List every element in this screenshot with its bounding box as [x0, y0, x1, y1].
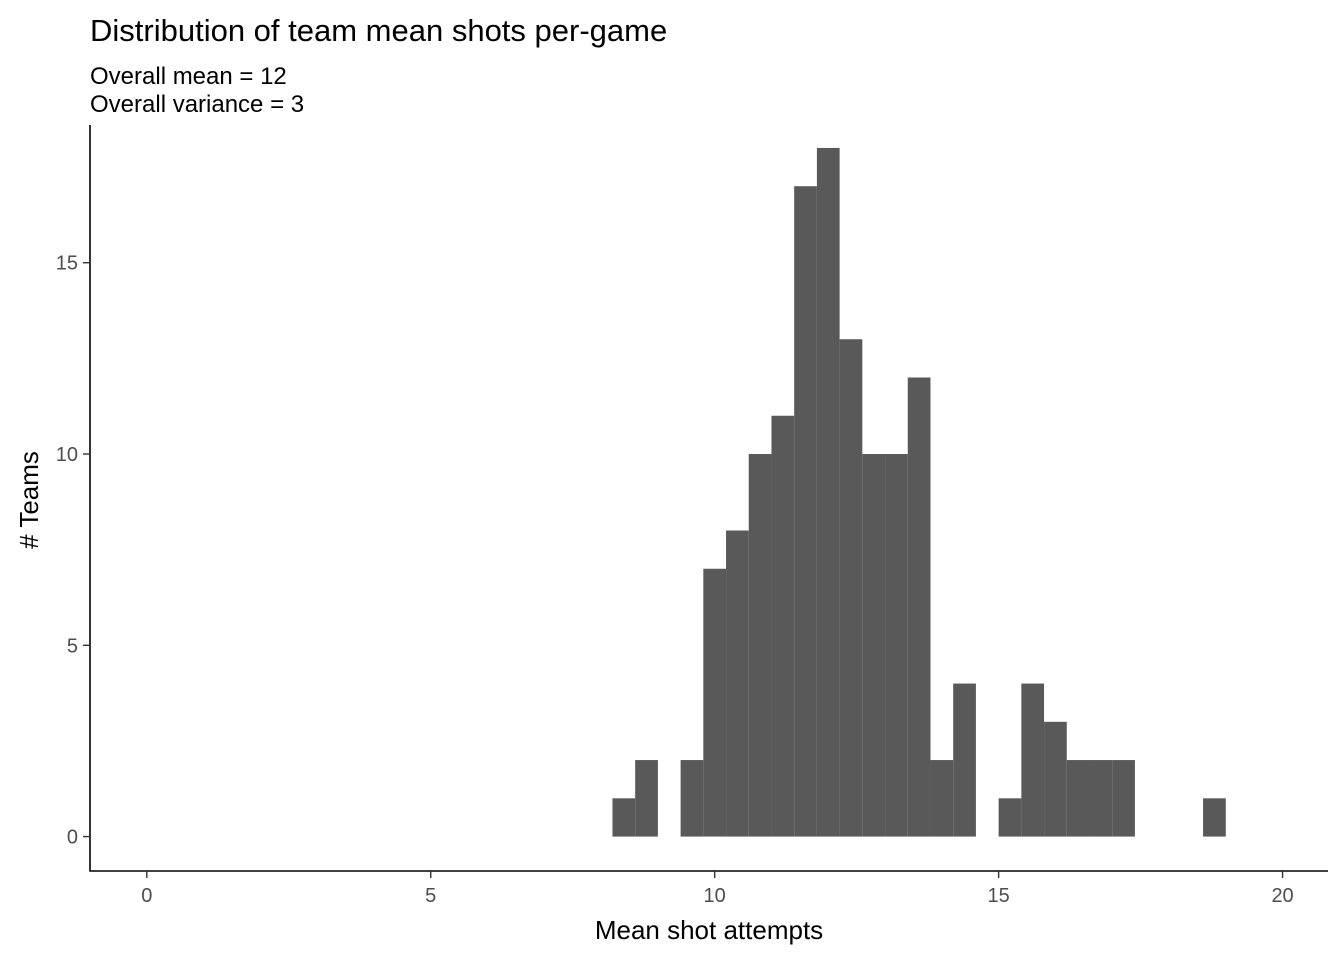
- histogram-bar: [953, 683, 976, 837]
- axes: [89, 125, 1328, 872]
- histogram-bar: [1203, 798, 1226, 837]
- histogram-bar: [1044, 721, 1067, 837]
- y-axis-title: # Teams: [14, 451, 44, 549]
- y-tick-label: 15: [56, 253, 78, 275]
- histogram-bar: [816, 147, 840, 837]
- histogram-bar: [635, 760, 658, 837]
- x-axis-ticks: 0 5 10 15 20: [141, 871, 1294, 907]
- subtitle-mean: Overall mean = 12: [90, 63, 287, 90]
- histogram-bar: [771, 415, 795, 837]
- histogram-bar: [1021, 683, 1045, 837]
- histogram-bar: [794, 186, 817, 837]
- histogram-bar: [907, 377, 931, 837]
- histogram-bar: [862, 454, 886, 837]
- histogram-bar: [680, 760, 704, 837]
- x-tick-label: 10: [704, 885, 726, 907]
- y-tick-label: 10: [56, 444, 78, 466]
- histogram-bar: [998, 798, 1022, 837]
- x-tick-label: 5: [425, 885, 436, 907]
- y-tick-label: 5: [67, 635, 78, 657]
- y-tick-label: 0: [67, 827, 78, 849]
- histogram-bar: [930, 760, 954, 837]
- x-tick-label: 20: [1271, 885, 1293, 907]
- histogram-bars: [612, 147, 1226, 837]
- histogram-bar: [885, 454, 908, 837]
- histogram-bar: [839, 339, 863, 837]
- x-axis-title: Mean shot attempts: [595, 915, 823, 945]
- histogram-bar: [1089, 760, 1113, 837]
- histogram-bar: [1112, 760, 1135, 837]
- histogram-bar: [612, 798, 636, 837]
- y-axis-ticks: 0 5 10 15: [56, 253, 90, 849]
- histogram-bar: [748, 454, 772, 837]
- histogram-bar: [726, 530, 749, 837]
- histogram-bar: [1066, 760, 1090, 837]
- x-tick-label: 0: [141, 885, 152, 907]
- subtitle-variance: Overall variance = 3: [90, 91, 304, 118]
- histogram-bar: [703, 568, 727, 837]
- chart-title: Distribution of team mean shots per-game: [90, 13, 667, 48]
- x-tick-label: 15: [987, 885, 1009, 907]
